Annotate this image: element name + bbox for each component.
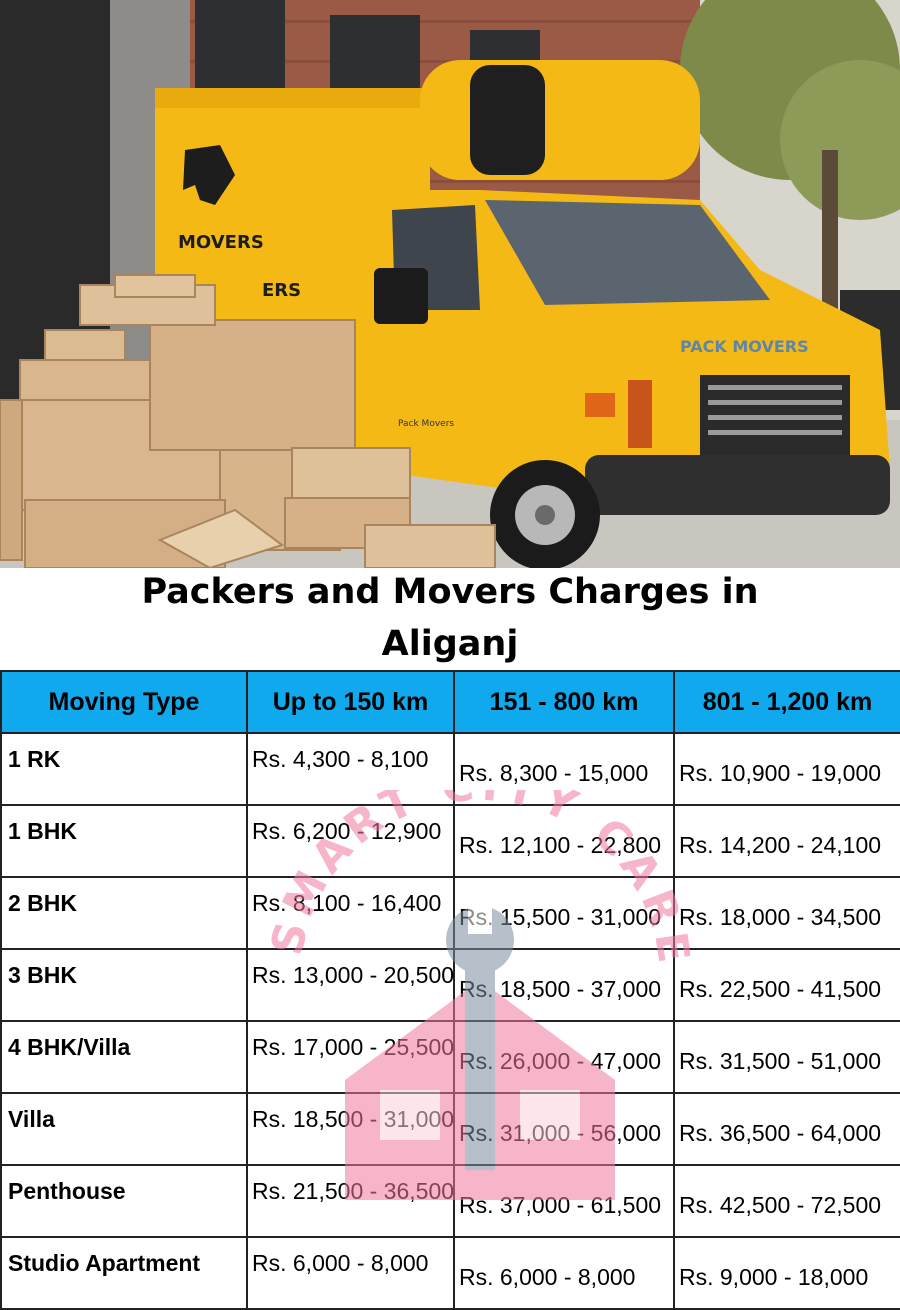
rate-cell: Rs. 36,500 - 64,000 (673, 1092, 900, 1166)
moving-type-cell: 2 BHK (0, 876, 248, 950)
rate-cell: Rs. 6,000 - 8,000 (453, 1236, 675, 1310)
moving-type-cell: Penthouse (0, 1164, 248, 1238)
table-row: Villa Rs. 18,500 - 31,000 Rs. 31,000 - 5… (0, 1092, 900, 1166)
truck-hood-text: PACK MOVERS (680, 337, 809, 356)
rate-cell: Rs. 18,500 - 37,000 (453, 948, 675, 1022)
rate-cell: Rs. 18,500 - 31,000 (246, 1092, 455, 1166)
rate-cell: Rs. 13,000 - 20,500 (246, 948, 455, 1022)
table-header-row: Moving Type Up to 150 km 151 - 800 km 80… (0, 670, 900, 734)
header-moving-type: Moving Type (0, 670, 248, 734)
moving-type-cell: Studio Apartment (0, 1236, 248, 1310)
rate-cell: Rs. 8,300 - 15,000 (453, 732, 675, 806)
table-row: 1 RK Rs. 4,300 - 8,100 Rs. 8,300 - 15,00… (0, 732, 900, 806)
rate-cell: Rs. 9,000 - 18,000 (673, 1236, 900, 1310)
table-row: 4 BHK/Villa Rs. 17,000 - 25,500 Rs. 26,0… (0, 1020, 900, 1094)
table-row: 1 BHK Rs. 6,200 - 12,900 Rs. 12,100 - 22… (0, 804, 900, 878)
rate-cell: Rs. 6,200 - 12,900 (246, 804, 455, 878)
rate-cell: Rs. 14,200 - 24,100 (673, 804, 900, 878)
rate-cell: Rs. 17,000 - 25,500 (246, 1020, 455, 1094)
table-row: 2 BHK Rs. 8,100 - 16,400 Rs. 15,500 - 31… (0, 876, 900, 950)
rate-cell: Rs. 22,500 - 41,500 (673, 948, 900, 1022)
moving-type-cell: 1 BHK (0, 804, 248, 878)
rate-cell: Rs. 8,100 - 16,400 (246, 876, 455, 950)
rate-cell: Rs. 10,900 - 19,000 (673, 732, 900, 806)
table-row: Penthouse Rs. 21,500 - 36,500 Rs. 37,000… (0, 1164, 900, 1238)
table-row: Studio Apartment Rs. 6,000 - 8,000 Rs. 6… (0, 1236, 900, 1310)
header-801-1200-km: 801 - 1,200 km (673, 670, 900, 734)
rate-cell: Rs. 31,000 - 56,000 (453, 1092, 675, 1166)
rate-cell: Rs. 21,500 - 36,500 (246, 1164, 455, 1238)
header-151-800-km: 151 - 800 km (453, 670, 675, 734)
charges-table: Moving Type Up to 150 km 151 - 800 km 80… (0, 670, 900, 1310)
rate-cell: Rs. 6,000 - 8,000 (246, 1236, 455, 1310)
truck-side-text: ERS (262, 280, 301, 301)
rate-cell: Rs. 37,000 - 61,500 (453, 1164, 675, 1238)
moving-type-cell: 3 BHK (0, 948, 248, 1022)
moving-type-cell: Villa (0, 1092, 248, 1166)
rate-cell: Rs. 15,500 - 31,000 (453, 876, 675, 950)
rate-cell: Rs. 26,000 - 47,000 (453, 1020, 675, 1094)
header-up-to-150-km: Up to 150 km (246, 670, 455, 734)
page-title: Packers and Movers Charges in Aliganj (0, 566, 900, 670)
moving-type-cell: 1 RK (0, 732, 248, 806)
table-row: 3 BHK Rs. 13,000 - 20,500 Rs. 18,500 - 3… (0, 948, 900, 1022)
hero-image: MOVERS ERS PACK MOVERS Pack Movers (0, 0, 900, 568)
truck-door-text: Pack Movers (398, 419, 454, 429)
title-line-2: Aliganj (381, 624, 519, 664)
truck-logo-text: MOVERS (178, 232, 264, 253)
moving-type-cell: 4 BHK/Villa (0, 1020, 248, 1094)
rate-cell: Rs. 42,500 - 72,500 (673, 1164, 900, 1238)
rate-cell: Rs. 12,100 - 22,800 (453, 804, 675, 878)
rate-cell: Rs. 4,300 - 8,100 (246, 732, 455, 806)
rate-cell: Rs. 18,000 - 34,500 (673, 876, 900, 950)
rate-cell: Rs. 31,500 - 51,000 (673, 1020, 900, 1094)
moving-truck-illustration: MOVERS ERS PACK MOVERS Pack Movers (0, 0, 900, 568)
title-line-1: Packers and Movers Charges in (141, 572, 759, 612)
